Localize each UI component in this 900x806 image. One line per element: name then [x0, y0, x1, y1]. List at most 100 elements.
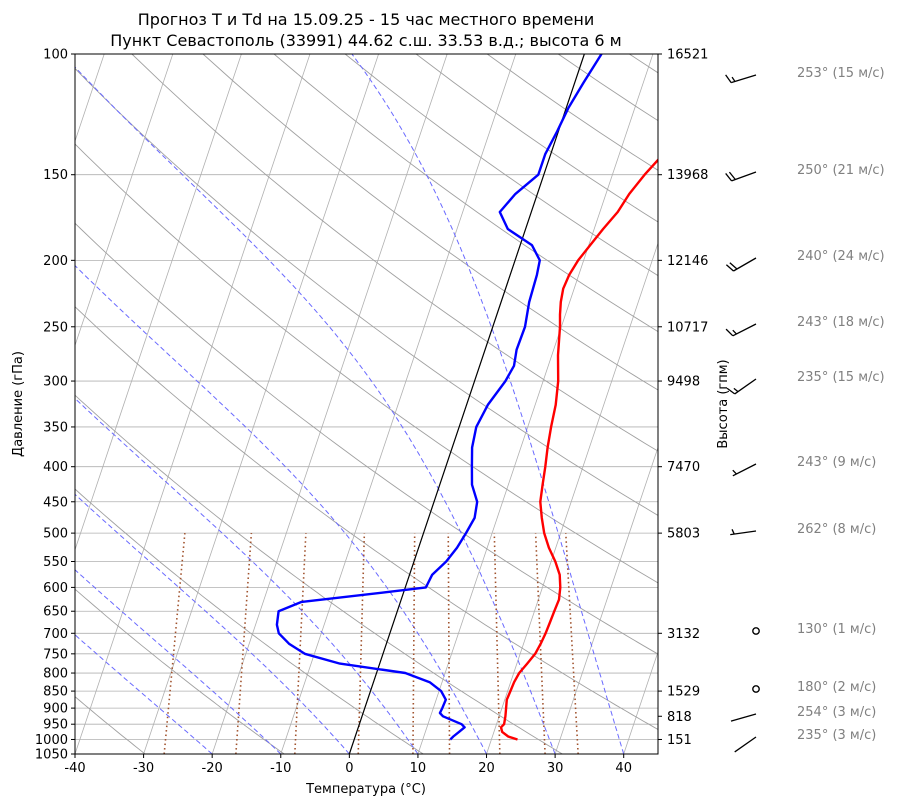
plot-frame	[74, 53, 659, 755]
height-tick-label: 13968	[667, 168, 708, 183]
barb-flag	[725, 173, 733, 182]
y-tick-label: 300	[43, 375, 68, 390]
height-tick-label: 7470	[667, 460, 700, 475]
dry-adiabat	[75, 394, 563, 754]
barb-half-flag	[732, 329, 737, 335]
wind-barb	[732, 463, 757, 477]
x-tick-label: 10	[410, 761, 427, 776]
y-tick-label: 400	[43, 460, 68, 475]
barb-flag	[726, 387, 736, 395]
barb-shaft	[732, 463, 757, 477]
height-tick-label: 3132	[667, 627, 700, 642]
mixing-ratio-line	[235, 533, 253, 754]
x-tick-label: -30	[133, 761, 154, 776]
chart-title-line1: Прогноз T и Td на 15.09.25 - 15 час мест…	[138, 10, 594, 29]
isotherm-line	[143, 54, 379, 754]
zero-isotherm-line	[348, 54, 585, 754]
series-line-td	[275, 54, 603, 741]
y-tick-label: 150	[43, 168, 68, 183]
wind-label: 262° (8 м/с)	[797, 522, 876, 537]
wind-label: 130° (1 м/с)	[797, 622, 876, 637]
height-axis-label: Высота (гпм)	[716, 359, 731, 448]
wind-barb	[730, 713, 757, 722]
dry-adiabat	[629, 54, 658, 74]
barb-flag	[729, 262, 738, 270]
barb-shaft	[734, 378, 757, 395]
wind-label: 235° (3 м/с)	[797, 728, 876, 743]
pressure-gridlines	[75, 54, 658, 754]
barb-flag	[725, 328, 734, 337]
dry-adiabats	[75, 54, 900, 754]
isotherms	[75, 54, 658, 754]
mixing-ratio-line	[357, 533, 366, 754]
barb-flag	[728, 171, 736, 180]
wind-barb	[725, 323, 757, 337]
chart-title-line2: Пункт Севастополь (33991) 44.62 с.ш. 33.…	[110, 31, 621, 50]
mixing-ratio-line	[447, 533, 451, 754]
wind-barb	[734, 736, 757, 753]
x-tick-label: -20	[202, 761, 223, 776]
height-tick-label: 818	[667, 710, 692, 725]
mixing-ratio-line	[293, 533, 307, 754]
height-tick-label: 9498	[667, 375, 700, 390]
mixing-ratio-line	[412, 533, 416, 754]
y-tick-label: 600	[43, 581, 68, 596]
mixing-ratio-lines	[163, 533, 579, 754]
moist-adiabat	[75, 264, 487, 754]
dry-adiabat	[273, 54, 658, 333]
y-tick-label: 750	[43, 647, 68, 662]
isotherm-line	[280, 54, 517, 754]
height-tick-label: 5803	[667, 527, 700, 542]
y-tick-label: 100	[43, 48, 68, 63]
barb-half-flag	[731, 76, 736, 82]
barb-half-flag	[731, 529, 735, 535]
isotherm-line	[75, 54, 174, 347]
dry-adiabat	[344, 54, 658, 277]
dry-adiabat	[75, 588, 285, 754]
dry-adiabat	[75, 488, 424, 754]
isotherm-line	[486, 241, 658, 754]
wind-barb	[726, 378, 757, 395]
dry-adiabat	[75, 306, 658, 731]
isotherm-line	[75, 54, 311, 754]
mixing-ratio-line	[493, 533, 501, 754]
barb-flag	[725, 264, 734, 272]
dry-adiabat	[771, 54, 900, 754]
profile-series	[275, 54, 658, 741]
height-tick-label: 1529	[667, 685, 700, 700]
barb-half-flag	[733, 387, 739, 393]
y-tick-label: 1050	[35, 748, 68, 763]
y-tick-label: 200	[43, 254, 68, 269]
series-line-t	[499, 158, 658, 741]
wind-label: 235° (15 м/с)	[797, 370, 885, 385]
x-tick-label: 0	[345, 761, 353, 776]
barb-shaft	[731, 171, 757, 182]
wind-barb	[752, 627, 760, 635]
isotherm-line	[211, 54, 448, 754]
height-tick-label: 151	[667, 733, 692, 748]
dry-adiabat	[75, 143, 658, 584]
x-axis-label: Температура (°C)	[305, 782, 426, 797]
x-tick-label: 40	[615, 761, 632, 776]
y-tick-label: 950	[43, 718, 68, 733]
barb-shaft	[734, 736, 757, 753]
moist-adiabat	[75, 66, 556, 754]
wind-barb	[725, 171, 757, 182]
wind-barb	[752, 685, 760, 693]
y-tick-label: 900	[43, 702, 68, 717]
isotherm-line	[623, 650, 658, 754]
barb-shaft	[732, 323, 757, 337]
calm-wind-circle	[752, 685, 760, 693]
wind-label: 253° (15 м/с)	[797, 66, 885, 81]
dry-adiabat	[842, 54, 900, 754]
wind-barbs: 253° (15 м/с) 250° (21 м/с) 240° (24 м/с) 2…	[725, 66, 885, 753]
mixing-ratio-line	[534, 533, 546, 754]
moist-adiabats	[75, 54, 625, 754]
dry-adiabat	[75, 67, 658, 516]
moist-adiabat	[75, 493, 350, 754]
y-axis-label: Давление (гПа)	[11, 351, 26, 457]
isotherm-line	[75, 54, 242, 551]
dry-adiabat	[131, 54, 658, 452]
y-tick-label: 450	[43, 495, 68, 510]
